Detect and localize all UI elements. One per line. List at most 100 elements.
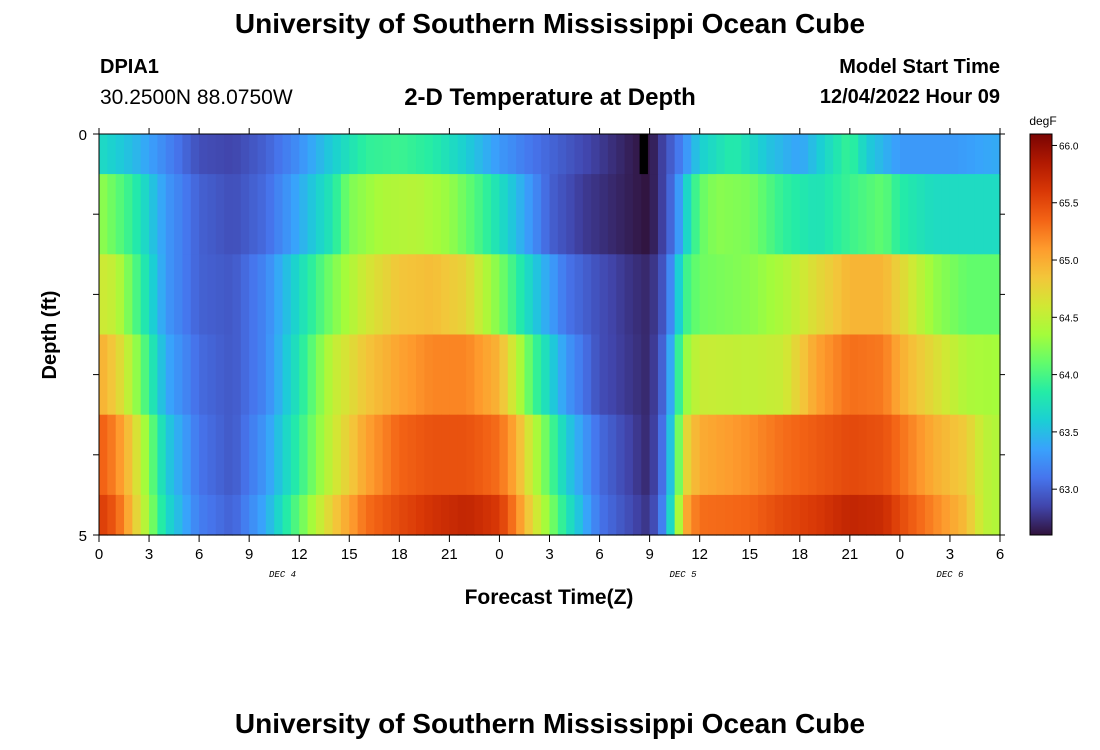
- heatmap-cell: [941, 174, 951, 255]
- heatmap-cell: [524, 174, 534, 255]
- heatmap-cell: [190, 494, 200, 536]
- heatmap-cell: [666, 174, 676, 255]
- heatmap-cell: [132, 134, 142, 175]
- heatmap-cell: [582, 494, 592, 536]
- heatmap-cell: [516, 494, 526, 536]
- heatmap-cell: [274, 334, 284, 416]
- heatmap-cell: [390, 134, 400, 175]
- heatmap-cell: [708, 134, 717, 175]
- heatmap-cell: [449, 494, 459, 536]
- heatmap-cell: [182, 134, 192, 175]
- heatmap-cell: [849, 134, 859, 175]
- heatmap-cell: [799, 254, 809, 336]
- heatmap-cell: [791, 414, 801, 496]
- heatmap-cell: [416, 414, 425, 496]
- heatmap-cell: [390, 494, 400, 536]
- heatmap-cell: [582, 254, 592, 336]
- heatmap-cell: [858, 414, 868, 496]
- heatmap-cell: [908, 254, 918, 336]
- heatmap-cell: [949, 134, 959, 175]
- heatmap-cell: [741, 134, 751, 175]
- heatmap-cell: [833, 254, 843, 336]
- heatmap-cell: [924, 494, 934, 536]
- heatmap-cell: [924, 134, 934, 175]
- heatmap-cell: [808, 494, 818, 536]
- heatmap-cell: [632, 134, 642, 175]
- heatmap-cell: [883, 334, 893, 416]
- heatmap-cell: [591, 254, 601, 336]
- heatmap-cell: [332, 254, 342, 336]
- heatmap-cell: [274, 174, 284, 255]
- colorbar-tick-label: 65.5: [1059, 199, 1079, 210]
- station-coordinates: 30.2500N 88.0750W: [100, 86, 293, 109]
- heatmap-cell: [357, 254, 367, 336]
- heatmap-cell: [232, 174, 242, 255]
- heatmap-cell: [808, 134, 818, 175]
- heatmap-cell: [841, 414, 851, 496]
- heatmap-cell: [290, 254, 300, 336]
- heatmap-cell: [407, 334, 417, 416]
- heatmap-cell: [974, 254, 984, 336]
- heatmap-cell: [441, 254, 450, 336]
- heatmap-cell: [174, 414, 184, 496]
- heatmap-cell: [733, 414, 742, 496]
- heatmap-cell: [591, 134, 601, 175]
- heatmap-cell: [949, 254, 959, 336]
- heatmap-cell: [466, 134, 476, 175]
- y-tick-label: 5: [79, 528, 87, 545]
- heatmap-cell: [324, 254, 334, 336]
- heatmap-cell: [365, 494, 375, 536]
- heatmap-cell: [616, 334, 626, 416]
- heatmap-cell: [716, 414, 726, 496]
- x-tick-label: 3: [946, 546, 954, 563]
- heatmap-cell: [908, 174, 918, 255]
- heatmap-cell: [240, 494, 250, 536]
- heatmap-cell: [624, 254, 634, 336]
- heatmap-cell: [582, 334, 592, 416]
- heatmap-cell: [182, 254, 192, 336]
- heatmap-cell: [966, 334, 976, 416]
- heatmap-cell: [157, 494, 167, 536]
- model-start-label: Model Start Time: [839, 56, 1000, 78]
- heatmap-cell: [374, 254, 384, 336]
- heatmap-cell: [107, 174, 117, 255]
- heatmap-cell: [766, 174, 776, 255]
- heatmap-cell: [632, 494, 642, 536]
- heatmap-cell: [190, 254, 200, 336]
- heatmap-cell: [741, 414, 751, 496]
- heatmap-cell: [858, 254, 868, 336]
- heatmap-cell: [833, 134, 843, 175]
- heatmap-cell: [441, 494, 450, 536]
- heatmap-cell: [566, 174, 576, 255]
- heatmap-cell: [741, 334, 751, 416]
- heatmap-cell: [215, 494, 225, 536]
- heatmap-cell: [274, 414, 284, 496]
- heatmap-cell: [207, 134, 217, 175]
- heatmap-cell: [549, 174, 559, 255]
- heatmap-cell: [874, 334, 884, 416]
- heatmap-cell: [532, 414, 542, 496]
- heatmap-cell: [457, 494, 467, 536]
- heatmap-cell: [899, 494, 909, 536]
- x-tick-label: 21: [841, 546, 858, 563]
- heatmap-cell: [424, 334, 434, 416]
- heatmap-cell: [574, 494, 584, 536]
- heatmap-cell: [983, 254, 993, 336]
- heatmap-cell: [699, 134, 709, 175]
- heatmap-cell: [482, 134, 492, 175]
- heatmap-cell: [708, 254, 717, 336]
- heatmap-cell: [841, 494, 851, 536]
- heatmap-cell: [958, 414, 968, 496]
- heatmap-cell: [766, 334, 776, 416]
- heatmap-cell: [507, 134, 517, 175]
- heatmap-cell: [424, 414, 434, 496]
- heatmap-cell: [816, 494, 826, 536]
- heatmap-cell: [532, 254, 542, 336]
- heatmap-cell: [416, 494, 425, 536]
- colorbar-unit: degF: [1029, 114, 1056, 128]
- heatmap-cell: [691, 174, 701, 255]
- heatmap-cell: [691, 494, 701, 536]
- colorbar-tick-label: 64.5: [1059, 313, 1079, 324]
- heatmap-cell: [941, 414, 951, 496]
- heatmap-cell: [524, 254, 534, 336]
